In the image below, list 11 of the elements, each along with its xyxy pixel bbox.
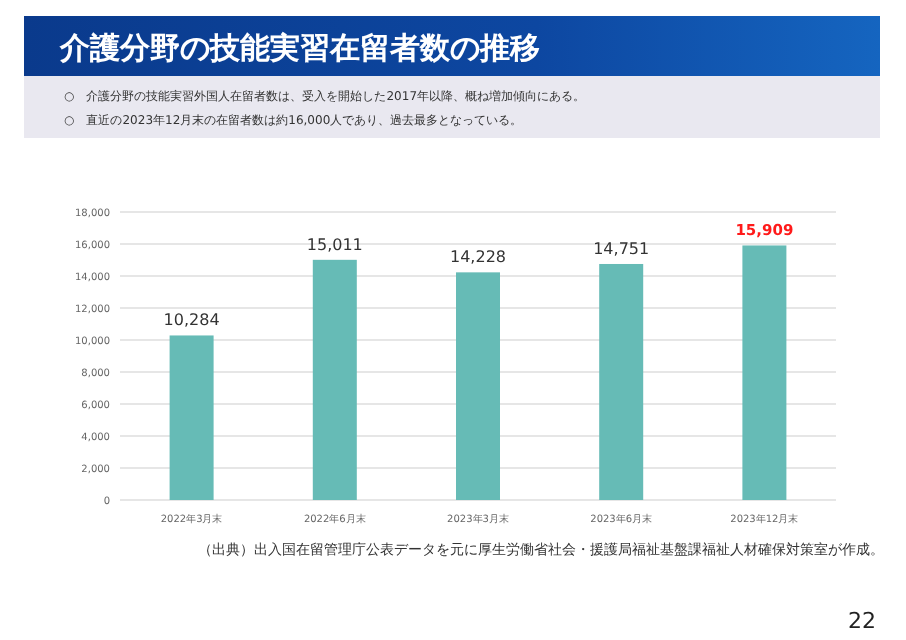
chart-title: 介護分野の技能実習在留者数の推移 <box>58 30 540 66</box>
data-label: 15,011 <box>306 235 363 254</box>
bar <box>169 335 214 500</box>
bar <box>599 263 644 500</box>
bar <box>312 259 357 500</box>
bar <box>456 272 500 500</box>
bar <box>742 245 787 500</box>
data-label: 10,284 <box>163 311 220 330</box>
data-label: 14,751 <box>593 239 650 258</box>
data-label: 14,228 <box>450 248 506 267</box>
text: 22 <box>848 608 876 634</box>
